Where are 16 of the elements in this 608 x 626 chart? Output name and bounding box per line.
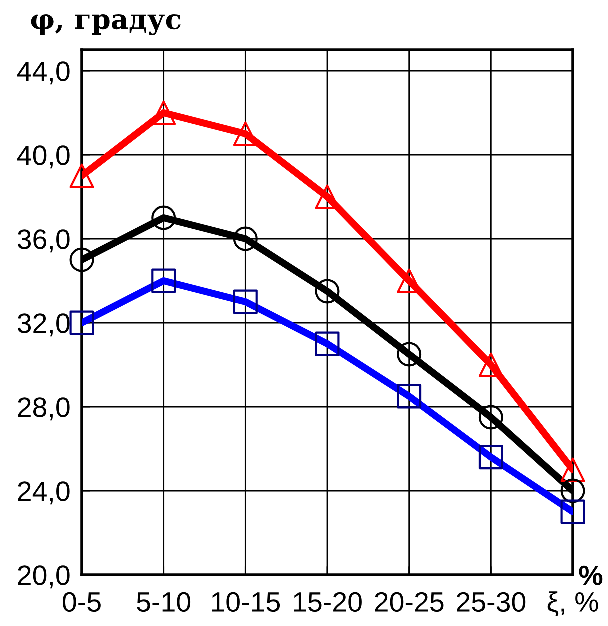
x-tick-label: 5-10 — [137, 592, 191, 612]
x-tick-label: 0-5 — [63, 592, 101, 612]
text: % — [579, 566, 603, 586]
x-tick-label: ξ, % — [548, 592, 598, 617]
y-axis-title: φ, градус — [31, 14, 181, 36]
y-tick-label: 32,0 — [18, 314, 70, 337]
y-tick-label: 36,0 — [18, 230, 70, 253]
y-tick-label: 24,0 — [18, 482, 70, 505]
x-tick-label: 20-25 — [375, 592, 444, 612]
y-tick-label: 44,0 — [17, 62, 70, 85]
y-tick-label: 20,0 — [18, 566, 70, 589]
y-tick-label: 28,0 — [18, 398, 70, 421]
x-tick-label: 10-15 — [212, 592, 280, 612]
x-tick-label: 25-30 — [457, 592, 526, 612]
y-tick-label: 40,0 — [17, 146, 70, 169]
x-tick-label: 15-20 — [294, 592, 362, 612]
